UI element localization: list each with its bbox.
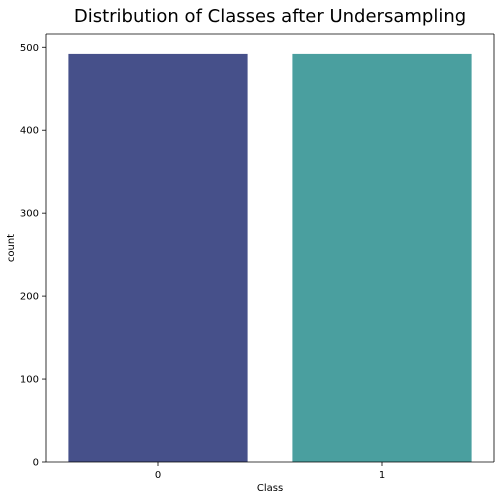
- y-axis-ticks: 0 100 200 300 400 500: [20, 43, 46, 469]
- chart-title: Distribution of Classes after Undersampl…: [74, 6, 466, 27]
- y-axis-label: count: [6, 234, 17, 262]
- y-tick-label: 0: [33, 458, 39, 469]
- bars-layer: [68, 53, 472, 462]
- x-axis-label: Class: [257, 483, 283, 494]
- bar-class-1: [292, 53, 472, 462]
- bar-class-0: [68, 53, 248, 462]
- y-tick-label: 100: [20, 375, 39, 386]
- y-tick-label: 300: [20, 209, 39, 220]
- y-tick-label: 200: [20, 292, 39, 303]
- y-tick-label: 500: [20, 43, 39, 54]
- x-tick-label: 0: [155, 470, 161, 481]
- y-tick-label: 400: [20, 126, 39, 137]
- x-tick-label: 1: [379, 470, 385, 481]
